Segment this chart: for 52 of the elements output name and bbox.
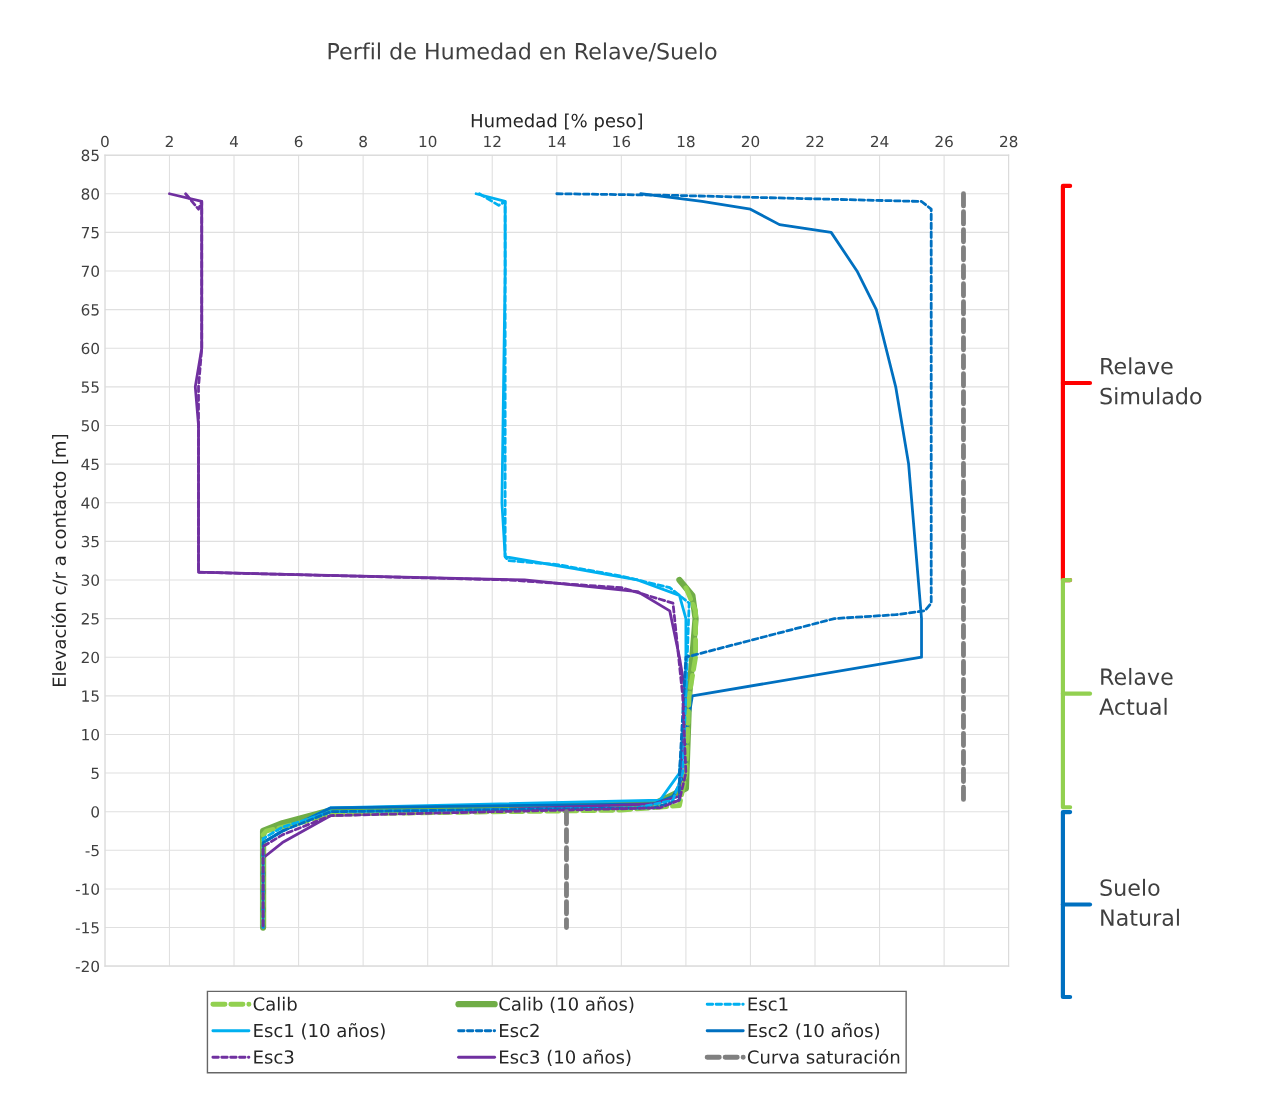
x-tick-label: 14 [548,135,566,148]
y-tick-label: 40 [81,497,100,509]
x-tick-label: 12 [484,135,501,148]
x-tick-label: 22 [806,135,824,148]
legend-label: Curva saturación [747,1049,900,1064]
y-tick-label: 50 [81,419,100,432]
y-tick-label: -20 [75,960,100,973]
y-axis-title: Elevación c/r a contacto [m] [51,434,69,687]
x-tick-label: 0 [101,135,109,148]
legend-label: Calib (10 años) [499,996,634,1013]
y-tick-label: 0 [91,806,100,818]
x-tick-label: 8 [359,135,367,148]
x-tick-label: 26 [935,135,953,148]
y-tick-label: 10 [82,728,100,741]
y-tick-label: 20 [81,651,100,664]
x-tick-label: 10 [419,135,437,148]
x-tick-label: 6 [294,135,303,148]
y-tick-label: 5 [91,767,99,780]
y-tick-label: 45 [81,458,99,471]
x-tick-label: 18 [677,135,695,148]
legend-label: Esc1 (10 años) [254,1023,385,1040]
y-tick-label: 70 [81,265,100,278]
y-tick-label: 65 [81,304,99,316]
y-tick-label: 30 [81,574,100,586]
x-tick-label: 28 [1000,135,1018,148]
y-tick-label: 75 [81,227,99,239]
x-tick-label: 4 [229,135,239,148]
y-tick-label: -10 [75,883,100,895]
y-tick-label: -5 [85,844,99,857]
x-tick-label: 16 [613,135,631,148]
legend-label: Esc3 [254,1050,294,1064]
legend-label: Esc2 (10 años) [748,1023,880,1040]
x-tick-label: 2 [165,135,173,148]
legend-label: Esc3 (10 años) [500,1049,631,1066]
y-tick-label: 15 [82,690,99,702]
x-tick-label: 20 [741,135,760,148]
text: Suelo Natural [1100,878,1179,926]
y-tick-label: 25 [81,613,99,625]
legend-label: Esc2 [500,1023,539,1038]
y-tick-label: 80 [81,188,100,200]
y-tick-label: 35 [81,535,99,548]
y-tick-label: 55 [81,381,99,393]
legend-label: Calib [253,996,297,1011]
x-tick-label: 24 [870,135,889,148]
y-tick-label: -15 [75,922,99,934]
y-tick-label: 60 [81,342,100,355]
text: Relave Actual [1099,667,1173,716]
chart-title: Perfil de Humedad en Relave/Suelo [328,42,717,62]
x-axis-title: Humedad [% peso] [471,113,642,131]
text: Relave Simulado [1100,357,1202,405]
legend-label: Esc1 [748,997,788,1011]
y-tick-label: 85 [81,149,99,162]
